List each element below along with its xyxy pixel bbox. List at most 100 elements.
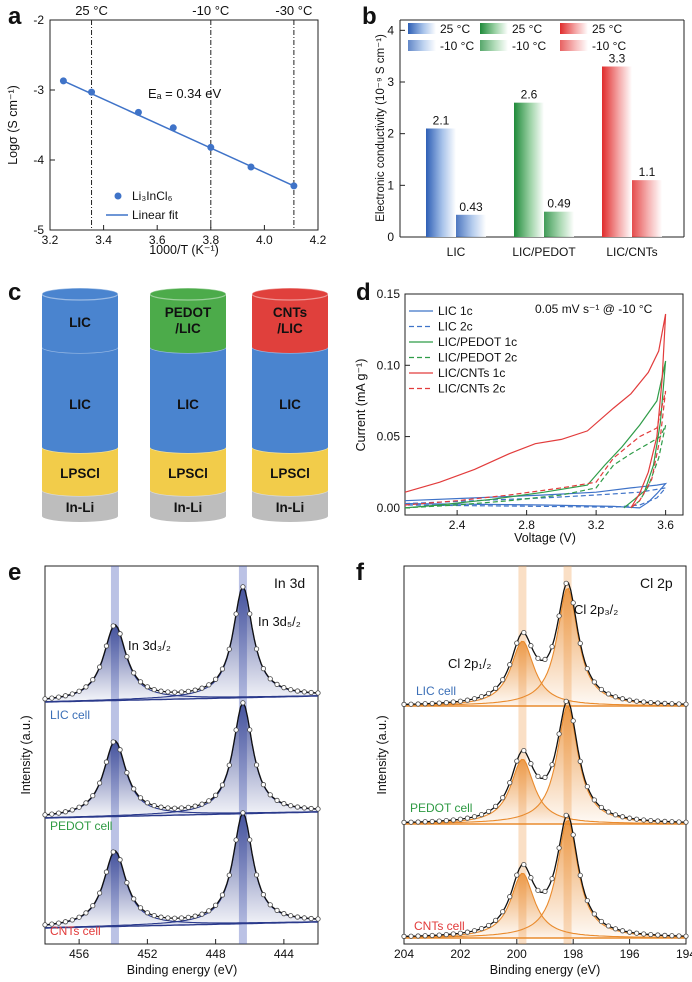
panel-f-raw-point <box>641 817 647 823</box>
panel-b-legend-swatch-blue-25 <box>408 23 436 34</box>
panel-f-marks <box>401 566 689 944</box>
panel-e-raw-point <box>110 739 116 745</box>
panel-f-raw-point <box>676 933 682 939</box>
panel-f-raw-point <box>598 686 605 693</box>
panel-b-legend-red-25: 25 °C <box>592 22 622 36</box>
panel-e-xtick-label: 444 <box>274 947 294 961</box>
panel-label-b: b <box>362 3 377 30</box>
panel-f-raw-point <box>457 930 463 936</box>
panel-e-raw-point <box>151 686 157 693</box>
panel-e-peak-label-1: In 3d₃/₂ <box>128 638 171 653</box>
panel-e-raw-point <box>131 896 137 902</box>
panel-e-raw-point <box>137 795 144 801</box>
panel-b-legend-green-25: 25 °C <box>512 22 542 36</box>
panel-label-d: d <box>356 279 371 306</box>
panel-e-xtick-label: 448 <box>206 947 226 961</box>
panel-e-raw-point <box>151 912 157 919</box>
panel-f-raw-point <box>591 911 597 917</box>
panel-f-raw-point <box>478 925 485 932</box>
panel-e-raw-point <box>233 727 239 733</box>
panel-e-raw-point <box>192 913 198 919</box>
panel-f-raw-point <box>415 701 421 707</box>
panel-f-raw-point <box>556 613 562 619</box>
panel-c-top-label: LIC <box>69 315 91 330</box>
panel-c-top-layer-body <box>150 294 226 347</box>
panel-b-legend-red-10: -10 °C <box>592 39 626 53</box>
panel-f-raw-point <box>443 699 449 706</box>
panel-f-raw-point <box>598 918 605 925</box>
panel-a-ytick-label: -4 <box>33 153 44 167</box>
panel-f-raw-point <box>549 876 555 882</box>
panel-f: f 204 202 200 198 196 194 Binding energy (eV)… <box>356 559 692 977</box>
panel-a-temperature-label: -30 °C <box>275 3 312 18</box>
panel-b-legend-swatch-green-10 <box>480 40 508 51</box>
panel-e-raw-point <box>274 681 280 687</box>
panel-f-raw-point <box>634 816 640 822</box>
panel-d-series-line <box>404 360 667 509</box>
panel-f-raw-point <box>683 933 689 939</box>
panel-f-raw-point <box>471 928 478 934</box>
panel-f-raw-point <box>429 700 435 707</box>
panel-f-raw-point <box>408 819 414 825</box>
panel-c-lic-label: LIC <box>279 397 301 412</box>
panel-c-electrolyte-layer-bottom <box>252 484 328 496</box>
panel-b-data-label: 3.3 <box>609 52 626 66</box>
panel-e-raw-point <box>288 913 294 919</box>
panel-e-plot-frame <box>44 565 319 945</box>
panel-e-raw-point <box>199 801 205 807</box>
panel-b-category-label: LIC <box>447 245 466 259</box>
panel-e-raw-point <box>206 908 212 914</box>
panel-f-component-fill <box>404 588 686 706</box>
panel-c-anode-layer-bottom <box>42 510 118 522</box>
panel-f-raw-point <box>500 795 506 801</box>
panel-f-raw-point <box>408 933 414 939</box>
panel-d-marks <box>404 313 668 509</box>
panel-c-electrolyte-layer-bottom <box>42 484 118 496</box>
panel-c-top-layer-top <box>41 287 119 301</box>
panel-e-raw-point <box>192 803 198 809</box>
panel-f-raw-point <box>626 929 633 935</box>
panel-a-data-point <box>169 124 177 132</box>
panel-e-raw-point <box>274 797 280 803</box>
panel-e: e 456 452 448 444 Binding energy (eV) Inten… <box>8 559 321 977</box>
panel-f-raw-point <box>485 808 492 815</box>
panel-b-ytick-label: 4 <box>387 23 394 37</box>
panel-f-raw-point <box>478 693 485 700</box>
panel-e-raw-point <box>315 690 321 696</box>
panel-e-raw-point <box>274 907 280 913</box>
panel-c-top-layer-body <box>42 294 118 347</box>
panel-f-stack-label-lic: LIC cell <box>416 684 456 698</box>
panel-e-raw-point <box>206 682 212 688</box>
panel-f-raw-point <box>528 761 534 767</box>
panel-e-raw-point <box>49 811 55 817</box>
panel-f-raw-point <box>429 932 435 939</box>
panel-b-legend-blue-10: -10 °C <box>440 39 474 53</box>
panel-a-xtick-label: 4.2 <box>310 233 327 247</box>
panel-d-legend-entry: LIC/CNTs 1c <box>438 366 505 380</box>
panel-b-bar <box>514 102 544 238</box>
panel-d-xtick-label: 3.2 <box>588 518 605 532</box>
panel-d-xtick-label: 2.8 <box>518 518 535 532</box>
panel-a-xlabel: 1000/T (K⁻¹) <box>149 243 219 257</box>
panel-f-raw-point <box>464 929 471 935</box>
panel-e-peak-label-2: In 3d₅/₂ <box>258 614 301 629</box>
panel-c-cells: LIC LIC LPSCl In-Li PEDOT/LIC LIC LPSCl In-Li CN… <box>41 287 329 522</box>
panel-e-raw-point <box>69 917 75 923</box>
panel-f-raw-point <box>436 700 442 706</box>
panel-e-raw-point <box>226 872 232 878</box>
panel-e-raw-point <box>281 911 287 917</box>
panel-e-component-fill <box>45 741 318 818</box>
panel-b-data-label: 2.1 <box>433 114 450 128</box>
panel-f-raw-point <box>683 819 689 825</box>
panel-f-raw-point <box>422 701 428 707</box>
panel-a-ylabel: Logσ (S cm⁻¹) <box>6 85 20 165</box>
panel-e-raw-point <box>240 584 246 590</box>
panel-f-raw-point <box>514 640 520 646</box>
panel-label-c: c <box>8 279 21 306</box>
panel-e-raw-point <box>117 747 123 753</box>
panel-e-component-fill <box>45 625 318 702</box>
panel-f-raw-point <box>493 685 499 691</box>
panel-d-series-line <box>404 482 668 509</box>
panel-f-xtick-label: 200 <box>507 947 527 961</box>
